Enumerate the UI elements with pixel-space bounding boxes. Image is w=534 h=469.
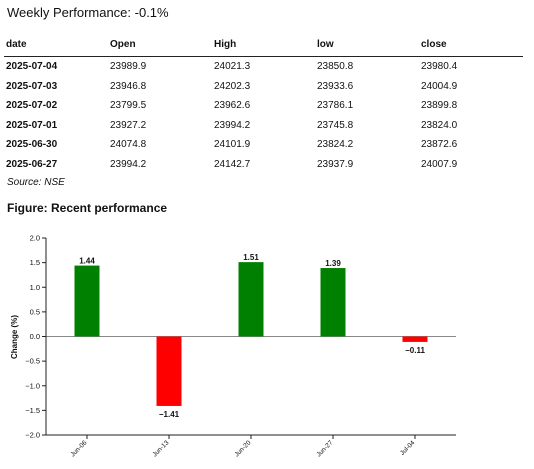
cell-low: 23933.6 — [317, 80, 354, 92]
price-table: date Open High low close 2025-07-04 2398… — [4, 34, 523, 174]
y-tick-label: −2.0 — [25, 431, 40, 440]
y-tick-label: −1.0 — [25, 381, 40, 390]
x-tick-label: Jun-20 — [233, 439, 252, 458]
x-tick-label: Jun-06 — [69, 439, 88, 458]
bar-Jun-20 — [238, 262, 264, 337]
bar-Jun-06 — [74, 265, 100, 337]
y-tick-label: 1.0 — [30, 283, 40, 292]
table-row: 2025-07-04 23989.9 24021.3 23850.8 23980… — [4, 57, 523, 77]
y-axis-label: Change (%) — [10, 315, 19, 359]
cell-close: 23980.4 — [421, 61, 458, 73]
y-tick-label: 0.5 — [30, 307, 40, 316]
y-tick-label: 2.0 — [30, 234, 40, 243]
cell-date: 2025-07-02 — [6, 100, 58, 112]
cell-low: 23745.8 — [317, 119, 354, 131]
cell-low: 23786.1 — [317, 100, 354, 112]
table-row: 2025-06-27 23994.2 24142.7 23937.9 24007… — [4, 155, 523, 175]
table-row: 2025-07-02 23799.5 23962.6 23786.1 23899… — [4, 96, 523, 116]
table-row: 2025-06-30 24074.8 24101.9 23824.2 23872… — [4, 135, 523, 155]
table-row: 2025-07-03 23946.8 24202.3 23933.6 24004… — [4, 77, 523, 97]
cell-open: 24074.8 — [110, 139, 147, 151]
cell-high: 23994.2 — [214, 119, 251, 131]
table-header-row: date Open High low close — [4, 34, 523, 57]
cell-high: 24021.3 — [214, 61, 251, 73]
bar-value-label: 1.44 — [79, 257, 95, 266]
column-header-low: low — [315, 34, 419, 57]
cell-close: 23824.0 — [421, 119, 458, 131]
cell-low: 23937.9 — [317, 158, 354, 170]
performance-bar-chart: Change (%) 2.0 1.5 1.0 0.5 0.0 −0.5 −1.0 −1.5 −2… — [10, 234, 456, 458]
cell-date: 2025-07-01 — [6, 119, 58, 131]
cell-high: 24142.7 — [214, 158, 251, 170]
bar-Jun-13 — [156, 336, 182, 406]
y-tick-label: −1.5 — [25, 406, 40, 415]
cell-close: 24007.9 — [421, 158, 458, 170]
cell-low: 23850.8 — [317, 61, 354, 73]
cell-open: 23946.8 — [110, 80, 147, 92]
cell-high: 23962.6 — [214, 100, 251, 112]
cell-open: 23799.5 — [110, 100, 147, 112]
bar-Jul-04 — [402, 336, 428, 342]
data-source-note: Source: NSE — [7, 177, 65, 188]
cell-close: 24004.9 — [421, 80, 458, 92]
x-tick-label: Jun-27 — [315, 439, 334, 458]
y-tick-label: 0.0 — [30, 332, 40, 341]
bar-Jun-27 — [320, 268, 346, 337]
bar-value-label: 1.51 — [243, 253, 259, 262]
column-header-high: High — [212, 34, 315, 57]
column-header-open: Open — [108, 34, 212, 57]
y-tick-label: −0.5 — [25, 357, 40, 366]
cell-close: 23899.8 — [421, 100, 458, 112]
x-tick-label: Jul-04 — [399, 439, 417, 457]
cell-close: 23872.6 — [421, 139, 458, 151]
column-header-date: date — [4, 34, 108, 57]
x-tick-label: Jun-13 — [151, 439, 170, 458]
cell-open: 23989.9 — [110, 61, 147, 73]
bar-value-label: 1.39 — [325, 259, 341, 268]
figure-title: Figure: Recent performance — [7, 201, 168, 215]
cell-low: 23824.2 — [317, 139, 354, 151]
cell-open: 23927.2 — [110, 119, 147, 131]
cell-date: 2025-07-03 — [6, 80, 58, 92]
bar-value-label: −0.11 — [405, 346, 425, 355]
cell-open: 23994.2 — [110, 158, 147, 170]
cell-date: 2025-06-27 — [6, 158, 58, 170]
table-row: 2025-07-01 23927.2 23994.2 23745.8 23824… — [4, 116, 523, 136]
cell-date: 2025-07-04 — [6, 61, 58, 73]
cell-high: 24101.9 — [214, 139, 251, 151]
cell-date: 2025-06-30 — [6, 139, 58, 151]
weekly-performance-headline: Weekly Performance: -0.1% — [7, 5, 169, 20]
bar-value-label: −1.41 — [159, 410, 180, 419]
y-tick-label: 1.5 — [30, 258, 40, 267]
cell-high: 24202.3 — [214, 80, 251, 92]
column-header-close: close — [419, 34, 523, 57]
